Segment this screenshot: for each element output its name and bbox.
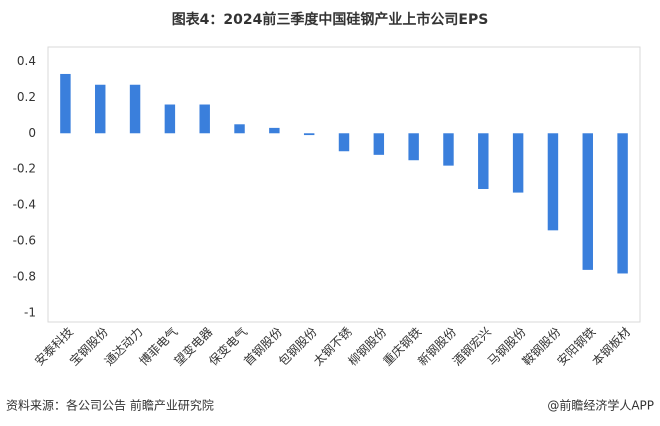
bar xyxy=(443,133,454,166)
bar xyxy=(95,84,106,134)
bar xyxy=(408,133,419,161)
plot-border xyxy=(47,46,641,323)
bar xyxy=(234,124,245,134)
bar xyxy=(60,73,71,134)
y-tick-label: -0.8 xyxy=(13,270,36,284)
credit: @前瞻经济学人APP xyxy=(547,398,654,413)
bar xyxy=(547,133,559,231)
bar xyxy=(373,133,385,155)
bar xyxy=(129,84,141,134)
x-tick-label: 本钢板材 xyxy=(589,325,633,369)
bar xyxy=(478,133,489,189)
bar xyxy=(338,133,350,152)
bar xyxy=(199,104,210,134)
bar xyxy=(582,133,593,270)
y-tick-label: -0.2 xyxy=(13,162,36,176)
y-tick-label: -0.4 xyxy=(13,198,36,212)
source: 资料来源：各公司公告 前瞻产业研究院 xyxy=(6,398,214,413)
chart-title: 图表4：2024前三季度中国硅钢产业上市公司EPS xyxy=(172,11,489,28)
bar xyxy=(269,127,280,134)
bar xyxy=(303,133,315,136)
y-tick-label: 0.4 xyxy=(17,54,36,68)
bar xyxy=(164,104,176,134)
y-tick-label: -1 xyxy=(24,306,36,320)
y-tick-label: 0 xyxy=(28,126,36,140)
bar xyxy=(512,133,524,193)
y-tick-label: -0.6 xyxy=(13,234,36,248)
y-tick-label: 0.2 xyxy=(17,90,36,104)
bar xyxy=(617,133,628,274)
